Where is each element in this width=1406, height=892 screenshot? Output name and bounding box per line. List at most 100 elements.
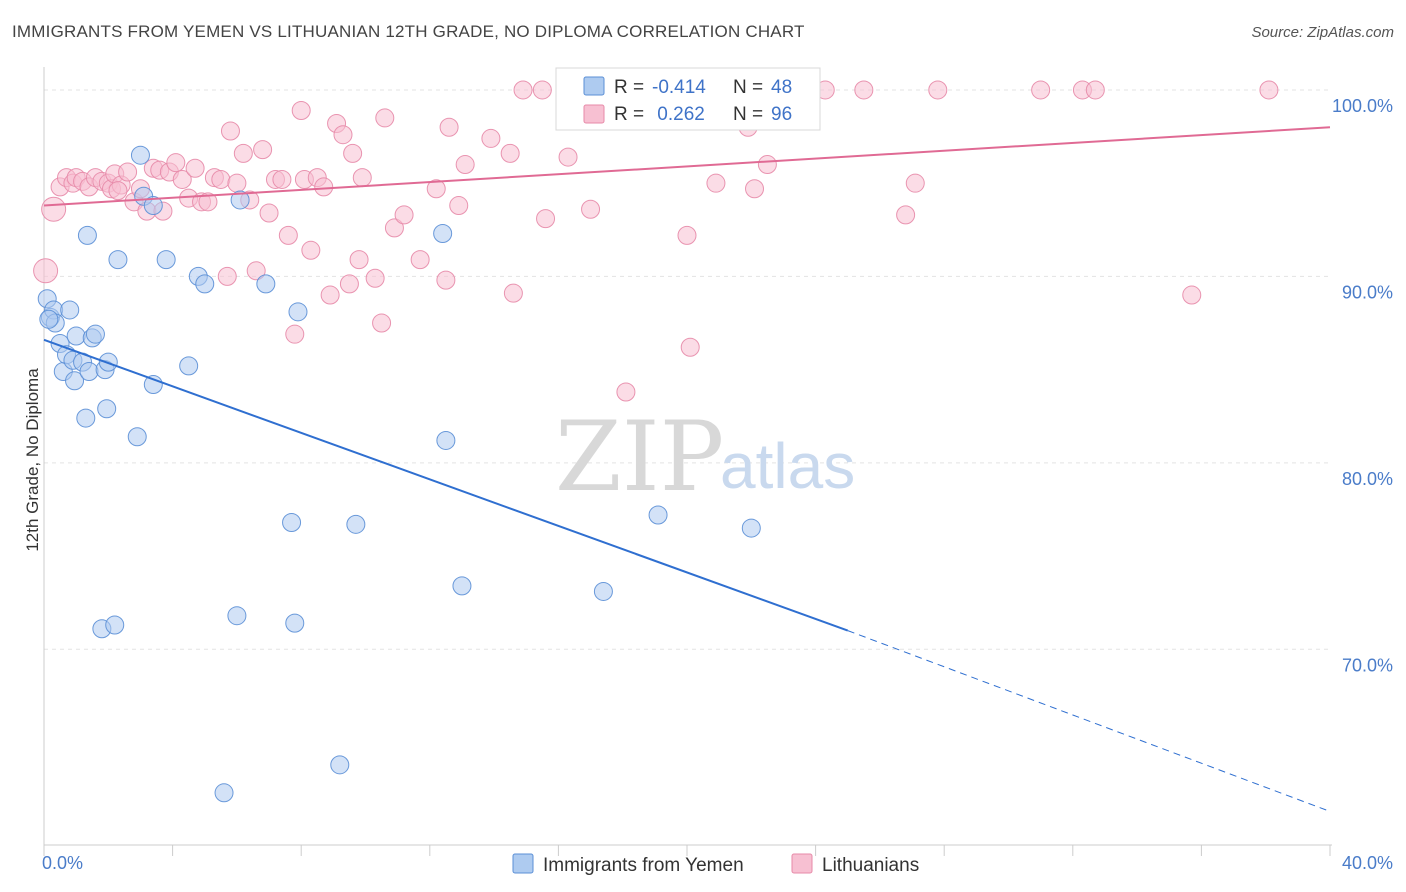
lithuanians-point-76 [677,225,697,245]
yemen-point-14 [79,361,99,381]
yemen-trend-line [43,338,849,632]
x-tick-label-min: 0.0% [42,853,83,873]
lithuanians-point-35 [246,261,266,281]
axes [43,67,1332,856]
watermark-atlas: atlas [720,430,855,502]
yemen-point-47 [39,309,59,329]
yemen-point-19 [97,399,117,419]
yemen-point-26 [143,196,163,216]
yemen-point-37 [285,613,305,633]
legend-label-yemen: Immigrants from Yemen [543,855,744,876]
lithuanians-point-14 [118,162,138,182]
lithuanians-point-31 [220,121,240,141]
lithuanians-point-47 [320,285,340,305]
lithuanians-point-92 [1182,285,1202,305]
lithuanians-point-61 [436,270,456,290]
lithuanians-point-30 [217,266,237,286]
lithuanians-point-55 [372,313,392,333]
stat-n-label-blue: N = [733,77,763,98]
legend-swatch-yemen [512,853,534,874]
y-tick-label-3: 100.0% [1332,96,1393,116]
lithuanians-point-80 [745,179,765,199]
stat-n-value-pink: 96 [771,104,792,125]
watermark: ZIP atlas [555,401,855,513]
lithuanians-point-88 [1031,80,1051,100]
lithuanians-point-84 [854,80,874,100]
lithuanians-point-23 [172,169,192,189]
pink-swatch [583,104,605,124]
tick-labels: 70.0% 80.0% 90.0% 100.0% 0.0% 40.0% [42,96,1393,873]
stat-r-label-pink: R = [614,104,644,125]
lithuanians-point-56 [375,108,395,128]
lithuanians-point-69 [532,80,552,100]
yemen-point-28 [156,250,176,270]
x-tick-label-max: 40.0% [1342,853,1393,873]
yemen-point-7 [60,300,80,320]
stat-n-label-pink: N = [733,104,763,125]
yemen-point-44 [593,581,613,601]
yemen-point-27 [143,375,163,395]
yemen-point-32 [214,783,234,803]
lithuanians-point-53 [352,168,372,188]
lithuanians-point-87 [928,80,948,100]
y-tick-label-2: 90.0% [1342,282,1393,302]
lithuanians-trend-line [43,126,1331,207]
yemen-point-43 [452,576,472,596]
lithuanians-point-29 [211,169,231,189]
lithuanians-point-51 [343,143,363,163]
lithuanians-point-57 [384,218,404,238]
lithuanians-point-44 [301,240,321,260]
lithuanians-point-67 [503,283,523,303]
yemen-point-46 [741,518,761,538]
lithuanians-point-41 [285,324,305,344]
lithuanians-point-68 [513,80,533,100]
lithuanians-point-85 [896,205,916,225]
legend-swatch-lithuanians [791,853,813,874]
yemen-point-34 [230,190,250,210]
lithuanians-point-74 [616,382,636,402]
yemen-point-29 [179,356,199,376]
lithuanians-point-49 [333,125,353,145]
lithuanians-point-25 [185,158,205,178]
blue-swatch [583,76,605,96]
lithuanians-point-86 [905,173,925,193]
lithuanians-point-58 [394,205,414,225]
lithuanians-point-63 [449,196,469,216]
yemen-point-38 [288,302,308,322]
lithuanians-point-71 [558,147,578,167]
lithuanians-point-72 [581,199,601,219]
lithuanians-point-40 [278,225,298,245]
lithuanians-point-37 [259,203,279,223]
y-tick-label-1: 80.0% [1342,469,1393,489]
lithuanians-point-52 [349,250,369,270]
lithuanians-point-91 [1259,80,1279,100]
bottom-legend: Immigrants from Yemen Lithuanians [512,853,919,876]
watermark-zip: ZIP [555,401,724,513]
lithuanians-point-60 [426,179,446,199]
source-credit: Source: ZipAtlas.com [1251,24,1394,41]
lithuanians-point-66 [500,143,520,163]
yemen-points [37,145,761,803]
lithuanians-point-22 [166,153,186,173]
lithuanians-point-81 [757,155,777,175]
lithuanians-point-1 [41,196,67,222]
yemen-point-42 [436,430,456,450]
yemen-point-33 [227,606,247,626]
stat-r-value-pink: 0.262 [652,104,705,125]
yemen-point-23 [127,427,147,447]
yemen-point-39 [330,755,350,775]
yemen-point-40 [346,514,366,534]
stat-r-value-blue: -0.414 [652,77,706,98]
yemen-point-31 [195,274,215,294]
lithuanians-point-50 [339,274,359,294]
lithuanians-point-39 [272,169,292,189]
stats-legend: R = -0.414 N = 48 R = 0.262 N = 96 [555,67,821,131]
yemen-point-24 [130,145,150,165]
lithuanians-point-33 [233,143,253,163]
yemen-point-22 [108,250,128,270]
stat-n-value-blue: 48 [771,77,792,98]
lithuanians-point-0 [33,258,59,284]
legend-label-lithuanians: Lithuanians [822,855,919,876]
lithuanians-point-54 [365,268,385,288]
